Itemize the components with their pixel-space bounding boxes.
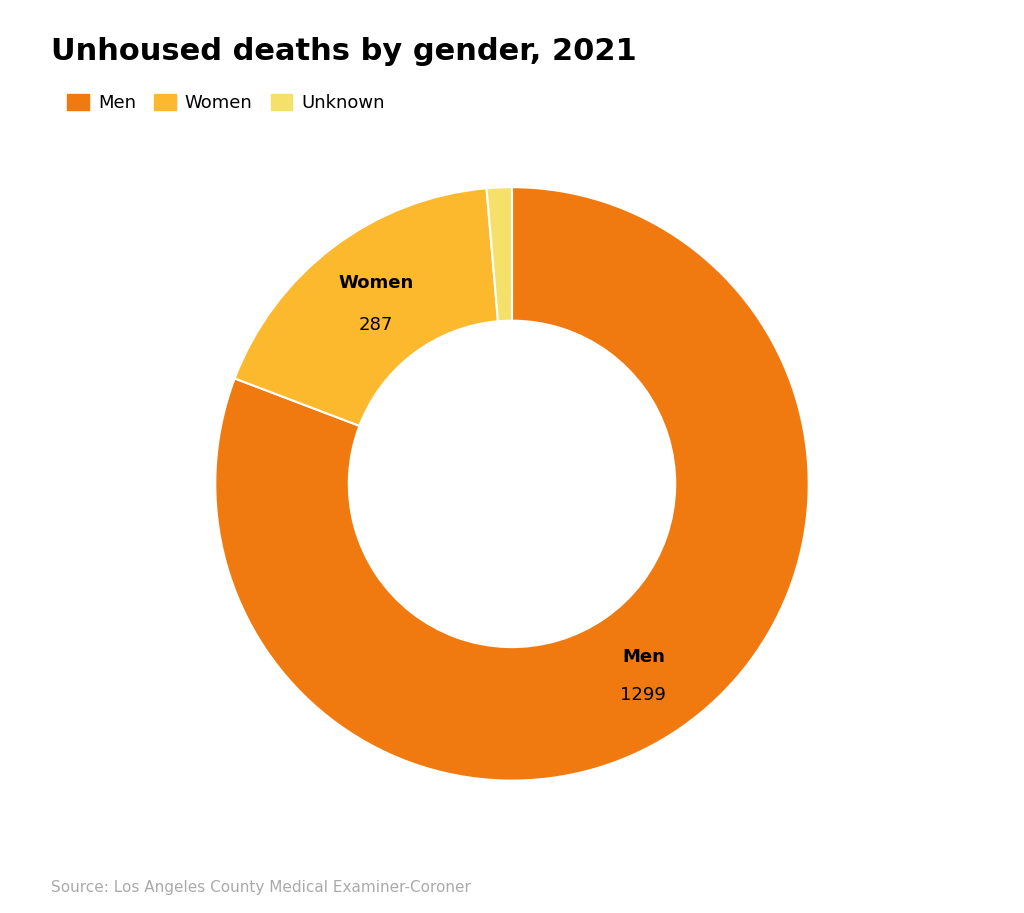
Wedge shape: [234, 188, 498, 425]
Text: Source: Los Angeles County Medical Examiner-Coroner: Source: Los Angeles County Medical Exami…: [51, 880, 471, 895]
Wedge shape: [486, 187, 512, 321]
Text: 287: 287: [359, 316, 393, 333]
Text: Men: Men: [622, 647, 665, 666]
Legend: Men, Women, Unknown: Men, Women, Unknown: [60, 87, 392, 120]
Wedge shape: [215, 187, 809, 781]
Text: Unhoused deaths by gender, 2021: Unhoused deaths by gender, 2021: [51, 37, 637, 66]
Text: 1299: 1299: [621, 687, 667, 704]
Text: Women: Women: [339, 274, 414, 292]
